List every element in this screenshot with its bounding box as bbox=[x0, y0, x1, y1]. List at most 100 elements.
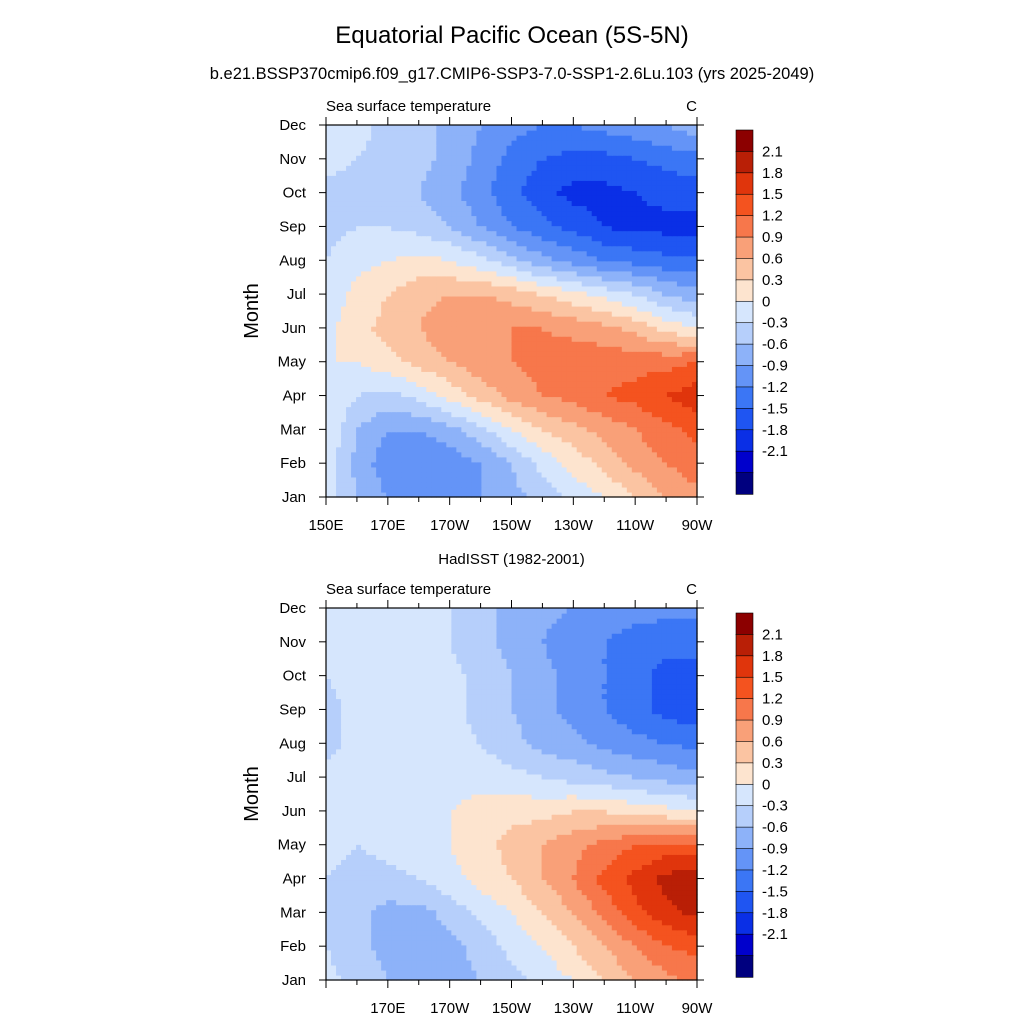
heatmap-cell bbox=[361, 305, 367, 312]
heatmap-cell bbox=[626, 180, 633, 186]
heatmap-cell bbox=[431, 456, 437, 463]
heatmap-cell bbox=[331, 205, 337, 212]
heatmap-cell bbox=[556, 376, 563, 382]
heatmap-cell bbox=[606, 366, 613, 372]
heatmap-cell bbox=[336, 230, 342, 237]
heatmap-cell bbox=[446, 311, 452, 317]
heatmap-cell bbox=[511, 165, 518, 171]
heatmap-cell bbox=[441, 175, 447, 181]
heatmap-cell bbox=[416, 456, 422, 463]
heatmap-cell bbox=[566, 491, 573, 498]
heatmap-cell bbox=[556, 215, 563, 222]
heatmap-cell bbox=[526, 305, 533, 312]
heatmap-cell bbox=[636, 461, 643, 468]
heatmap-cell bbox=[656, 240, 663, 247]
heatmap-cell bbox=[636, 321, 643, 327]
heatmap-cell bbox=[546, 205, 553, 212]
heatmap-cell bbox=[336, 215, 342, 222]
heatmap-cell bbox=[326, 255, 332, 262]
heatmap-cell bbox=[416, 305, 422, 312]
heatmap-cell bbox=[546, 451, 553, 458]
heatmap-cell bbox=[341, 290, 347, 297]
heatmap-cell bbox=[621, 255, 628, 262]
heatmap-cell bbox=[646, 305, 653, 312]
heatmap-cell bbox=[411, 346, 417, 352]
heatmap-cell bbox=[446, 466, 452, 473]
heatmap-cell bbox=[661, 215, 668, 222]
heatmap-cell bbox=[341, 316, 347, 322]
heatmap-cell bbox=[616, 406, 623, 413]
heatmap-cell bbox=[501, 351, 508, 357]
heatmap-cell bbox=[481, 295, 488, 302]
heatmap-cell bbox=[436, 305, 442, 312]
heatmap-cell bbox=[541, 180, 548, 186]
heatmap-cell bbox=[606, 255, 613, 262]
heatmap-cell bbox=[636, 205, 643, 212]
heatmap-cell bbox=[546, 270, 553, 277]
heatmap-cell bbox=[476, 205, 483, 212]
heatmap-cell bbox=[611, 305, 618, 312]
heatmap-cell bbox=[481, 155, 488, 161]
heatmap-cell bbox=[516, 160, 523, 166]
heatmap-cell bbox=[651, 311, 658, 317]
heatmap-cell bbox=[661, 396, 668, 403]
heatmap-cell bbox=[631, 205, 638, 212]
heatmap-cell bbox=[556, 195, 563, 202]
heatmap-cell bbox=[691, 456, 698, 463]
heatmap-cell bbox=[391, 300, 397, 307]
heatmap-cell bbox=[501, 205, 508, 212]
heatmap-cell bbox=[371, 260, 377, 267]
heatmap-cell bbox=[651, 235, 658, 242]
heatmap-cell bbox=[436, 180, 442, 186]
heatmap-cell bbox=[626, 321, 633, 327]
heatmap-cell bbox=[421, 305, 427, 312]
heatmap-cell bbox=[396, 391, 402, 398]
heatmap-cell bbox=[401, 250, 407, 257]
heatmap-cell bbox=[426, 170, 432, 176]
heatmap-cell bbox=[401, 225, 407, 232]
heatmap-cell bbox=[581, 411, 588, 418]
heatmap-cell bbox=[361, 471, 367, 478]
heatmap-cell bbox=[386, 200, 392, 207]
heatmap-cell bbox=[446, 160, 452, 166]
heatmap-cell bbox=[531, 321, 538, 327]
heatmap-cell bbox=[641, 215, 648, 222]
heatmap-cell bbox=[356, 476, 362, 483]
heatmap-cell bbox=[691, 195, 698, 202]
heatmap-cell bbox=[416, 416, 422, 423]
heatmap-cell bbox=[676, 326, 683, 332]
heatmap-cell bbox=[506, 436, 513, 443]
heatmap-cell bbox=[391, 346, 397, 352]
heatmap-cell bbox=[511, 200, 518, 207]
heatmap-cell bbox=[421, 386, 427, 393]
heatmap-cell bbox=[361, 346, 367, 352]
heatmap-cell bbox=[461, 456, 467, 463]
heatmap-cell bbox=[451, 250, 457, 257]
heatmap-cell bbox=[521, 336, 528, 342]
heatmap-cell bbox=[361, 275, 367, 282]
heatmap-cell bbox=[441, 451, 447, 458]
heatmap-cell bbox=[656, 225, 663, 232]
heatmap-cell bbox=[561, 180, 568, 186]
heatmap-cell bbox=[666, 346, 673, 352]
heatmap-cell bbox=[671, 376, 678, 382]
heatmap-cell bbox=[636, 391, 643, 398]
heatmap-cell bbox=[446, 180, 452, 186]
heatmap-cell bbox=[501, 416, 508, 423]
heatmap-cell bbox=[516, 381, 523, 388]
heatmap-cell bbox=[351, 285, 357, 292]
heatmap-cell bbox=[406, 190, 412, 196]
heatmap-cell bbox=[666, 321, 673, 327]
heatmap-cell bbox=[571, 260, 578, 267]
heatmap-cell bbox=[361, 441, 367, 448]
heatmap-cell bbox=[631, 311, 638, 317]
heatmap-cell bbox=[611, 316, 618, 322]
heatmap-cell bbox=[416, 195, 422, 202]
heatmap-cell bbox=[666, 456, 673, 463]
heatmap-cell bbox=[391, 406, 397, 413]
heatmap-cell bbox=[361, 195, 367, 202]
heatmap-cell bbox=[521, 431, 528, 438]
heatmap-cell bbox=[596, 491, 603, 498]
heatmap-cell bbox=[371, 441, 377, 448]
heatmap-cell bbox=[556, 240, 563, 247]
